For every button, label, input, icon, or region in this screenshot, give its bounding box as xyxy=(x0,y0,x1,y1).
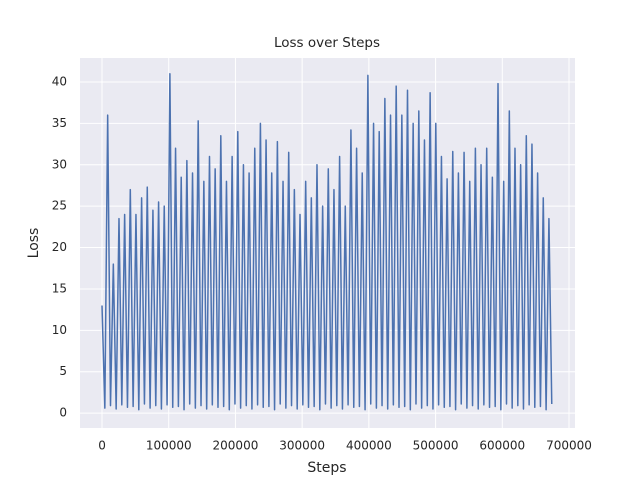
y-tick-label: 20 xyxy=(52,240,67,254)
x-tick-label: 500000 xyxy=(413,439,459,453)
x-tick-label: 600000 xyxy=(479,439,525,453)
y-tick-label: 5 xyxy=(59,364,67,378)
y-tick-label: 30 xyxy=(52,157,67,171)
x-axis-label: Steps xyxy=(307,460,346,476)
loss-line xyxy=(101,72,553,411)
y-tick-label: 40 xyxy=(52,75,67,89)
y-tick-label: 0 xyxy=(59,406,67,420)
x-tick-label: 0 xyxy=(98,439,106,453)
x-tick-label: 700000 xyxy=(546,439,592,453)
chart-title: Loss over Steps xyxy=(274,35,380,51)
x-tick-label: 400000 xyxy=(346,439,392,453)
y-axis-label: Loss xyxy=(26,228,42,259)
y-tick-label: 15 xyxy=(52,281,67,295)
x-tick-label: 200000 xyxy=(213,439,259,453)
y-tick-label: 25 xyxy=(52,199,67,213)
y-tick-label: 10 xyxy=(52,323,67,337)
x-tick-label: 300000 xyxy=(279,439,325,453)
y-tick-label: 35 xyxy=(52,116,67,130)
x-tick-label: 100000 xyxy=(146,439,192,453)
